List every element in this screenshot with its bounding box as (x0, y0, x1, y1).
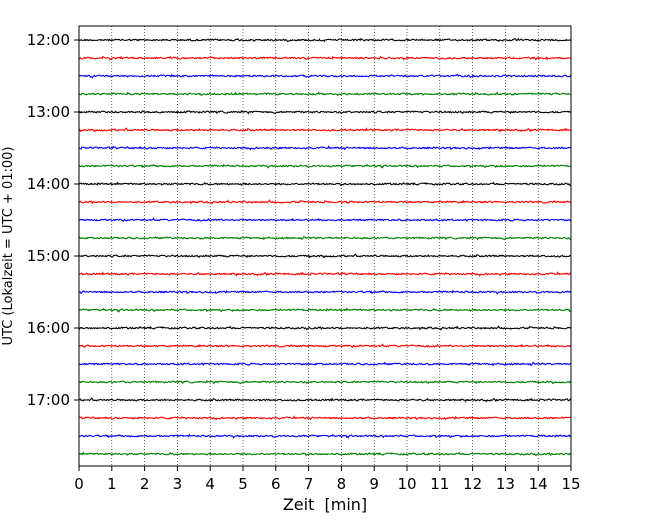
y-tick-label: 12:00 (27, 31, 70, 49)
x-axis: 0 1 2 3 4 5 6 7 8 9 10 11 12 13 14 15 (74, 466, 581, 493)
x-tick-label: 3 (173, 475, 183, 493)
x-tick-label: 15 (561, 475, 580, 493)
trace-group (78, 37, 572, 457)
trace-line (78, 235, 572, 241)
trace-line (78, 451, 572, 457)
trace-line (78, 91, 572, 97)
plot-frame (78, 25, 572, 467)
trace-line (78, 433, 572, 439)
x-tick-label: 6 (271, 475, 281, 493)
y-tick-label: 14:00 (27, 175, 70, 193)
x-tick-label: 0 (74, 475, 84, 493)
trace-line (78, 289, 572, 295)
y-tick-label: 17:00 (27, 391, 70, 409)
trace-line (78, 109, 572, 115)
x-tick-label: 9 (369, 475, 379, 493)
x-tick-label: 13 (496, 475, 515, 493)
trace-line (78, 199, 572, 205)
trace-line (78, 397, 572, 403)
trace-line (78, 55, 572, 61)
trace-line (78, 361, 572, 367)
trace-line (78, 379, 572, 385)
x-axis-label: Zeit [min] (283, 495, 367, 514)
trace-line (78, 415, 572, 421)
y-tick-label: 16:00 (27, 319, 70, 337)
trace-line (78, 73, 572, 79)
x-tick-label: 5 (238, 475, 248, 493)
x-tick-label: 14 (529, 475, 548, 493)
vertical-grid (111, 26, 539, 466)
x-tick-label: 11 (430, 475, 449, 493)
trace-line (78, 343, 572, 349)
trace-line (78, 127, 572, 133)
trace-line (78, 145, 572, 151)
y-axis: 12:00 13:00 14:00 15:00 16:00 17:00 (27, 31, 79, 409)
x-tick-label: 4 (205, 475, 215, 493)
y-tick-label: 15:00 (27, 247, 70, 265)
y-tick-label: 13:00 (27, 103, 70, 121)
trace-line (78, 37, 572, 43)
trace-line (78, 271, 572, 277)
trace-line (78, 307, 572, 313)
x-tick-label: 12 (463, 475, 482, 493)
x-tick-label: 2 (140, 475, 150, 493)
x-tick-label: 7 (304, 475, 314, 493)
trace-line (78, 325, 572, 331)
x-tick-label: 1 (107, 475, 117, 493)
y-axis-label: UTC (Lokalzeit = UTC + 01:00) (1, 147, 16, 346)
trace-line (78, 217, 572, 223)
x-tick-label: 10 (397, 475, 416, 493)
trace-line (78, 181, 572, 187)
trace-line (78, 253, 572, 259)
trace-line (78, 163, 572, 169)
x-tick-label: 8 (337, 475, 347, 493)
